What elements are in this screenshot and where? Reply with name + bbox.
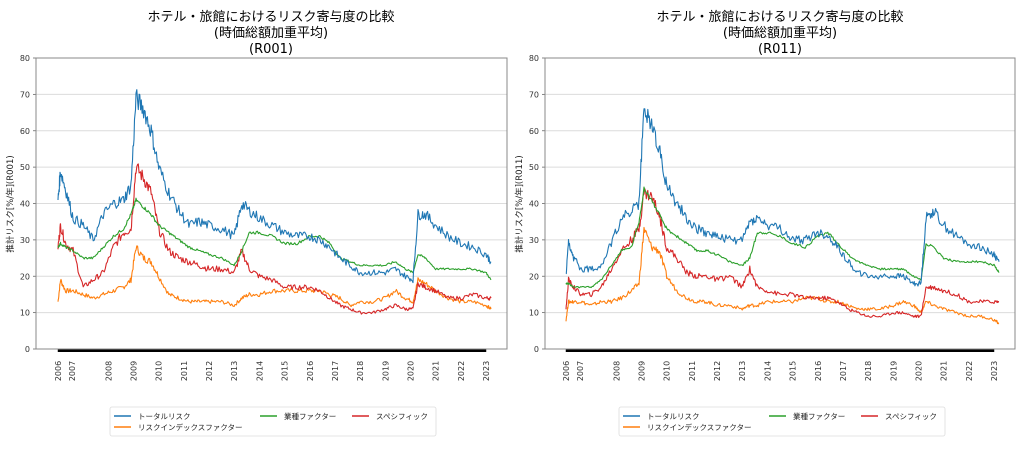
legend-label: リスクインデックスファクター bbox=[647, 422, 751, 432]
x-tick-label: 2006 bbox=[562, 361, 571, 381]
chart-panel-r011: ホテル・旅館におけるリスク寄与度の比較 (時価総額加重平均) (R011) 推計… bbox=[514, 9, 1016, 437]
x-tick-label: 2017 bbox=[331, 361, 340, 381]
x-tick-label: 2016 bbox=[306, 361, 315, 381]
x-tick-label: 2015 bbox=[789, 361, 798, 381]
x-tick-label: 2021 bbox=[432, 361, 441, 381]
x-tick-label: 2019 bbox=[381, 361, 390, 381]
y-tick-label: 50 bbox=[529, 163, 539, 172]
x-tick-label: 2008 bbox=[104, 361, 113, 381]
chart-title-line3: (R011) bbox=[758, 42, 802, 57]
x-tick-label: 2023 bbox=[482, 361, 491, 381]
y-tick-label: 40 bbox=[20, 200, 30, 209]
x-axis-span-bar bbox=[58, 349, 486, 352]
y-tick-label: 30 bbox=[529, 236, 539, 245]
legend-label: 業種ファクター bbox=[793, 411, 845, 421]
x-ticks: 2006 2007 2008 2009 2010 2011 2012 2013 2014 2015… bbox=[54, 349, 491, 381]
x-tick-label: 2020 bbox=[406, 361, 415, 381]
axes-frame bbox=[544, 57, 1016, 350]
y-tick-label: 60 bbox=[529, 127, 539, 136]
y-tick-label: 40 bbox=[529, 200, 539, 209]
x-tick-label: 2023 bbox=[990, 361, 999, 381]
y-tick-label: 0 bbox=[25, 345, 30, 354]
y-tick-label: 60 bbox=[20, 127, 30, 136]
series-line-total bbox=[57, 89, 492, 284]
x-tick-label: 2007 bbox=[576, 361, 585, 381]
y-ticks: 0 10 20 30 40 50 60 70 80 bbox=[20, 54, 36, 354]
y-axis-label: 推計リスク[%/年](R011) bbox=[514, 155, 525, 252]
chart-title-line1: ホテル・旅館におけるリスク寄与度の比較 bbox=[147, 9, 394, 25]
x-tick-label: 2013 bbox=[230, 361, 239, 381]
chart-title-line2: (時価総額加重平均) bbox=[723, 25, 837, 41]
x-tick-label: 2016 bbox=[814, 361, 823, 381]
legend-label: スペシフィック bbox=[376, 412, 428, 421]
y-tick-label: 20 bbox=[529, 272, 539, 281]
series-line-specific bbox=[565, 188, 1000, 319]
x-tick-label: 2017 bbox=[839, 361, 848, 381]
y-tick-label: 70 bbox=[20, 90, 30, 99]
x-tick-label: 2013 bbox=[738, 361, 747, 381]
x-tick-label: 2009 bbox=[130, 361, 139, 381]
x-tick-label: 2012 bbox=[713, 361, 722, 381]
chart-title-line3: (R001) bbox=[249, 42, 293, 57]
axes-frame bbox=[35, 57, 508, 350]
x-tick-label: 2015 bbox=[281, 361, 290, 381]
legend-box bbox=[109, 406, 437, 437]
series-line-index bbox=[565, 226, 1000, 325]
y-tick-label: 80 bbox=[529, 54, 539, 63]
legend-label: 業種ファクター bbox=[284, 411, 336, 421]
x-tick-label: 2022 bbox=[965, 361, 974, 381]
x-tick-label: 2008 bbox=[612, 361, 621, 381]
x-tick-label: 2010 bbox=[663, 361, 672, 381]
x-tick-label: 2009 bbox=[638, 361, 647, 381]
x-tick-label: 2010 bbox=[155, 361, 164, 381]
x-tick-label: 2011 bbox=[688, 361, 697, 381]
x-ticks: 2006 2007 2008 2009 2010 2011 2012 2013 2014 2015… bbox=[562, 349, 999, 381]
chart-panel-r001: ホテル・旅館におけるリスク寄与度の比較 (時価総額加重平均) (R001) 推計… bbox=[5, 9, 508, 437]
legend-label: リスクインデックスファクター bbox=[138, 422, 242, 432]
legend-label: トータルリスク bbox=[138, 412, 191, 421]
series-lines bbox=[565, 108, 1000, 325]
chart-title-line2: (時価総額加重平均) bbox=[214, 25, 328, 41]
chart-title-line1: ホテル・旅館におけるリスク寄与度の比較 bbox=[656, 9, 903, 25]
x-tick-label: 2018 bbox=[356, 361, 365, 381]
x-tick-label: 2006 bbox=[54, 361, 63, 381]
legend-label: スペシフィック bbox=[885, 412, 937, 421]
x-tick-label: 2014 bbox=[763, 361, 772, 381]
y-tick-label: 0 bbox=[534, 345, 539, 354]
x-tick-label: 2019 bbox=[889, 361, 898, 381]
series-line-total bbox=[565, 108, 1000, 287]
x-tick-label: 2011 bbox=[180, 361, 189, 381]
series-line-sector bbox=[57, 197, 492, 281]
series-line-specific bbox=[57, 163, 492, 315]
y-axis-label: 推計リスク[%/年](R001) bbox=[5, 155, 16, 252]
y-tick-label: 10 bbox=[20, 309, 30, 318]
grid-lines bbox=[545, 93, 1015, 314]
series-lines bbox=[57, 89, 492, 315]
x-tick-label: 2018 bbox=[864, 361, 873, 381]
series-line-index bbox=[57, 245, 492, 310]
y-tick-label: 20 bbox=[20, 272, 30, 281]
y-tick-label: 50 bbox=[20, 163, 30, 172]
x-tick-label: 2007 bbox=[68, 361, 77, 381]
y-tick-label: 70 bbox=[529, 90, 539, 99]
x-tick-label: 2021 bbox=[940, 361, 949, 381]
x-tick-label: 2020 bbox=[914, 361, 923, 381]
legend-box bbox=[618, 406, 946, 437]
y-tick-label: 80 bbox=[20, 54, 30, 63]
legend-label: トータルリスク bbox=[647, 412, 700, 421]
y-tick-label: 30 bbox=[20, 236, 30, 245]
x-axis-span-bar bbox=[566, 349, 994, 352]
x-tick-label: 2022 bbox=[457, 361, 466, 381]
x-tick-label: 2014 bbox=[255, 361, 264, 381]
x-tick-label: 2012 bbox=[205, 361, 214, 381]
y-ticks: 0 10 20 30 40 50 60 70 80 bbox=[529, 54, 545, 354]
y-tick-label: 10 bbox=[529, 309, 539, 318]
series-line-sector bbox=[565, 186, 1000, 289]
